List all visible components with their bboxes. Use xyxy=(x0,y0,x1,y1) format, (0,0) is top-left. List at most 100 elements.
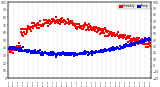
Point xyxy=(118,35,121,36)
Point xyxy=(64,53,67,54)
Point xyxy=(135,38,138,40)
Point xyxy=(88,52,91,53)
Point xyxy=(110,47,113,49)
Point xyxy=(144,39,147,41)
Point xyxy=(26,50,29,51)
Point xyxy=(119,47,122,48)
Point xyxy=(76,24,79,25)
Point xyxy=(84,24,86,25)
Point xyxy=(36,52,39,53)
Point xyxy=(29,29,32,30)
Point xyxy=(143,40,145,42)
Point xyxy=(82,53,85,54)
Point xyxy=(27,29,30,30)
Point xyxy=(40,52,43,53)
Point xyxy=(136,42,138,43)
Point xyxy=(87,28,89,30)
Point xyxy=(50,21,53,23)
Point xyxy=(148,43,150,45)
Point xyxy=(103,50,106,51)
Point xyxy=(51,54,53,55)
Point xyxy=(43,53,45,54)
Point xyxy=(145,44,148,45)
Point xyxy=(138,41,140,43)
Point xyxy=(33,22,35,24)
Point xyxy=(147,43,149,45)
Point xyxy=(61,52,63,54)
Point xyxy=(75,53,78,55)
Point xyxy=(92,51,95,53)
Point xyxy=(114,48,116,49)
Point xyxy=(14,47,16,48)
Point xyxy=(55,16,58,18)
Point xyxy=(141,40,144,42)
Point xyxy=(127,44,130,46)
Point xyxy=(127,37,130,39)
Point xyxy=(10,46,13,48)
Point xyxy=(109,31,111,32)
Point xyxy=(114,48,117,50)
Point xyxy=(88,26,91,27)
Point xyxy=(149,39,151,40)
Point xyxy=(34,25,37,26)
Point xyxy=(117,35,120,37)
Point xyxy=(121,37,124,38)
Point xyxy=(64,20,66,21)
Point xyxy=(111,49,114,51)
Point xyxy=(145,39,148,40)
Point xyxy=(17,46,20,47)
Point xyxy=(131,44,134,45)
Point xyxy=(91,29,94,31)
Point xyxy=(55,54,57,55)
Point xyxy=(137,41,139,42)
Point xyxy=(144,39,147,40)
Point xyxy=(95,28,97,29)
Point xyxy=(118,48,120,49)
Point xyxy=(141,39,144,41)
Point xyxy=(51,54,54,56)
Point xyxy=(73,23,76,24)
Point xyxy=(116,31,119,33)
Point xyxy=(136,37,138,39)
Point xyxy=(110,34,113,35)
Point xyxy=(11,48,14,49)
Point xyxy=(41,54,44,56)
Point xyxy=(45,53,48,54)
Point xyxy=(59,52,61,54)
Point xyxy=(18,50,20,51)
Point xyxy=(79,25,82,27)
Point xyxy=(122,47,124,48)
Point xyxy=(133,37,136,39)
Point xyxy=(116,47,118,48)
Point xyxy=(58,53,60,55)
Point xyxy=(102,29,105,30)
Point xyxy=(32,26,34,27)
Point xyxy=(130,41,133,42)
Point xyxy=(83,24,86,26)
Point xyxy=(34,49,36,51)
Point xyxy=(47,25,49,26)
Point xyxy=(86,52,88,53)
Point xyxy=(105,50,108,51)
Point xyxy=(83,26,85,27)
Point xyxy=(100,49,103,51)
Point xyxy=(140,42,142,43)
Point xyxy=(57,21,59,23)
Point xyxy=(9,52,11,53)
Point xyxy=(83,53,85,54)
Point xyxy=(61,17,64,19)
Point xyxy=(121,46,124,48)
Point xyxy=(38,52,40,54)
Point xyxy=(67,23,70,25)
Point xyxy=(26,49,28,51)
Point xyxy=(120,36,123,37)
Point xyxy=(146,46,149,47)
Point xyxy=(94,52,96,54)
Point xyxy=(90,26,92,28)
Point xyxy=(148,42,151,44)
Point xyxy=(131,39,134,40)
Point xyxy=(72,24,75,25)
Point xyxy=(56,21,59,23)
Point xyxy=(39,49,41,50)
Point xyxy=(130,44,133,45)
